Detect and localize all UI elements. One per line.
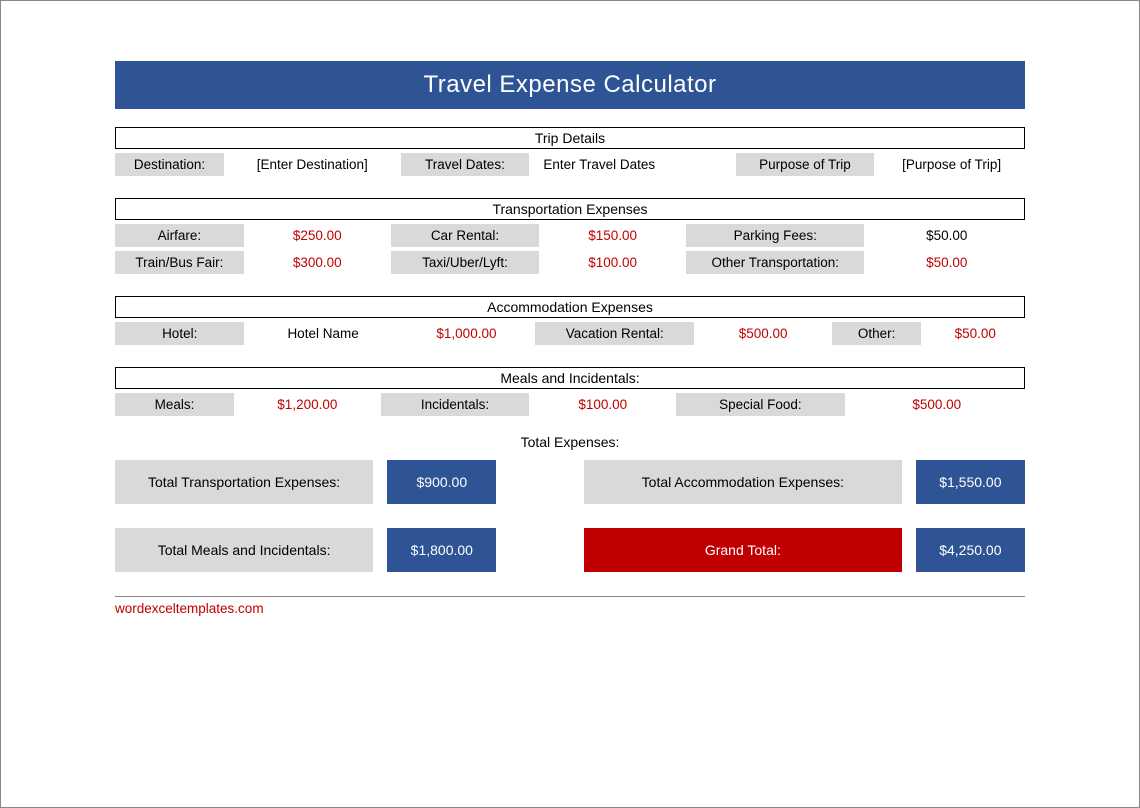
page-border: Travel Expense Calculator Trip Details D… — [0, 0, 1140, 808]
airfare-label: Airfare: — [115, 224, 244, 247]
accommodation-row: Hotel: Hotel Name $1,000.00 Vacation Ren… — [115, 322, 1025, 345]
purpose-label: Purpose of Trip — [736, 153, 875, 176]
totals-header: Total Expenses: — [115, 434, 1025, 450]
grand-total-value: $4,250.00 — [916, 528, 1025, 572]
parking-label: Parking Fees: — [686, 224, 864, 247]
vacation-value[interactable]: $500.00 — [698, 322, 827, 345]
taxi-label: Taxi/Uber/Lyft: — [391, 251, 540, 274]
incidentals-value[interactable]: $100.00 — [533, 393, 672, 416]
car-rental-value[interactable]: $150.00 — [543, 224, 682, 247]
transportation-row-1: Airfare: $250.00 Car Rental: $150.00 Par… — [115, 224, 1025, 247]
destination-label: Destination: — [115, 153, 224, 176]
total-meals-value: $1,800.00 — [387, 528, 496, 572]
accom-other-value[interactable]: $50.00 — [925, 322, 1025, 345]
trip-details-row: Destination: [Enter Destination] Travel … — [115, 153, 1025, 176]
parking-value[interactable]: $50.00 — [868, 224, 1025, 247]
total-meals-label: Total Meals and Incidentals: — [115, 528, 373, 572]
total-transport-label: Total Transportation Expenses: — [115, 460, 373, 504]
totals-row-1: Total Transportation Expenses: $900.00 T… — [115, 460, 1025, 504]
special-food-value[interactable]: $500.00 — [849, 393, 1025, 416]
title-bar: Travel Expense Calculator — [115, 61, 1025, 109]
taxi-value[interactable]: $100.00 — [543, 251, 682, 274]
hotel-value[interactable]: $1,000.00 — [402, 322, 531, 345]
accommodation-header: Accommodation Expenses — [115, 296, 1025, 318]
train-label: Train/Bus Fair: — [115, 251, 244, 274]
airfare-value[interactable]: $250.00 — [248, 224, 387, 247]
vacation-label: Vacation Rental: — [535, 322, 694, 345]
totals-row-2: Total Meals and Incidentals: $1,800.00 G… — [115, 528, 1025, 572]
travel-dates-value[interactable]: Enter Travel Dates — [533, 153, 731, 176]
special-food-label: Special Food: — [676, 393, 844, 416]
hotel-name[interactable]: Hotel Name — [248, 322, 397, 345]
content-area: Travel Expense Calculator Trip Details D… — [115, 61, 1025, 616]
transportation-row-2: Train/Bus Fair: $300.00 Taxi/Uber/Lyft: … — [115, 251, 1025, 274]
train-value[interactable]: $300.00 — [248, 251, 387, 274]
meals-row: Meals: $1,200.00 Incidentals: $100.00 Sp… — [115, 393, 1025, 416]
other-transport-label: Other Transportation: — [686, 251, 864, 274]
total-accom-label: Total Accommodation Expenses: — [584, 460, 902, 504]
accom-other-label: Other: — [832, 322, 922, 345]
footer-link[interactable]: wordexceltemplates.com — [115, 597, 1025, 616]
trip-details-header: Trip Details — [115, 127, 1025, 149]
total-transport-value: $900.00 — [387, 460, 496, 504]
hotel-label: Hotel: — [115, 322, 244, 345]
destination-value[interactable]: [Enter Destination] — [228, 153, 396, 176]
incidentals-label: Incidentals: — [381, 393, 530, 416]
purpose-value[interactable]: [Purpose of Trip] — [878, 153, 1025, 176]
car-rental-label: Car Rental: — [391, 224, 540, 247]
meals-header: Meals and Incidentals: — [115, 367, 1025, 389]
travel-dates-label: Travel Dates: — [401, 153, 530, 176]
other-transport-value[interactable]: $50.00 — [868, 251, 1025, 274]
meals-label: Meals: — [115, 393, 234, 416]
total-accom-value: $1,550.00 — [916, 460, 1025, 504]
grand-total-label: Grand Total: — [584, 528, 902, 572]
transportation-header: Transportation Expenses — [115, 198, 1025, 220]
meals-value[interactable]: $1,200.00 — [238, 393, 377, 416]
